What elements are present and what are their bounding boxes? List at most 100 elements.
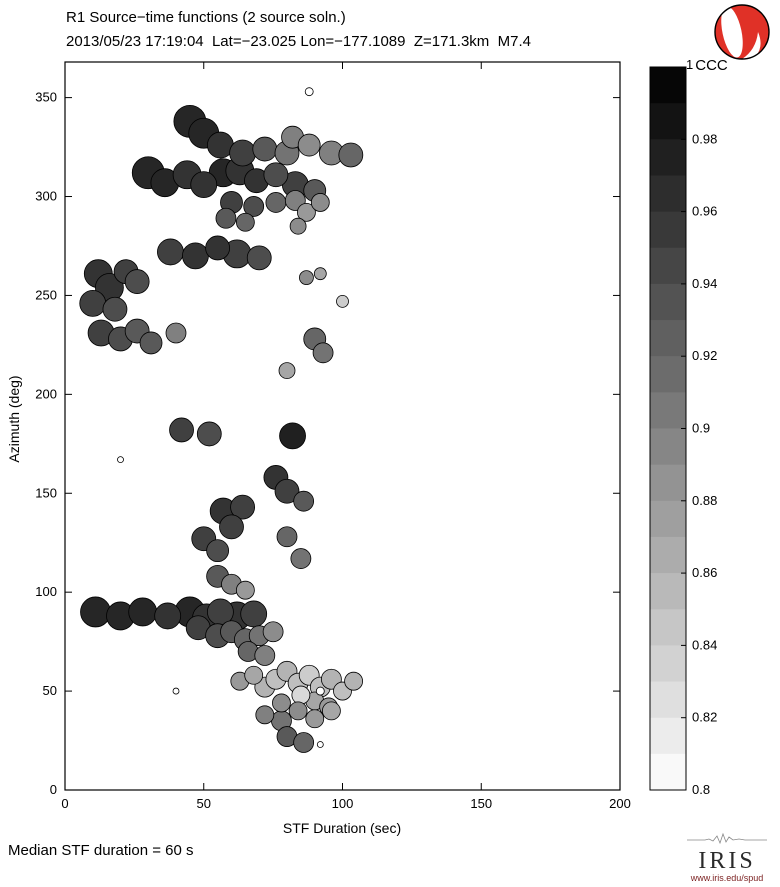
scatter-point [265,192,287,213]
y-tick-label: 100 [35,584,57,599]
scatter-point [172,687,180,695]
colorbar-step [650,717,686,755]
scatter-point [240,600,268,628]
scatter-point [102,296,128,322]
scatter-point [196,421,222,447]
colorbar-step [650,645,686,683]
scatter-point [252,136,278,162]
iris-logo-text: IRIS [698,848,756,874]
median-duration-note: Median STF duration = 60 s [8,842,194,859]
scatter-point [272,693,291,713]
x-tick-label: 50 [197,796,211,811]
colorbar-step [650,500,686,538]
colorbar-step [650,536,686,574]
colorbar-step [650,392,686,430]
colorbar-tick-label: 0.9 [692,421,710,436]
scatter-point [262,621,284,643]
scatter-point [128,597,158,627]
colorbar-step [650,247,686,285]
scatter-point [244,665,264,685]
y-tick-label: 150 [35,485,57,500]
colorbar-step [650,139,686,177]
seismogram-icon [687,832,767,845]
scatter-point [297,202,316,222]
x-tick-label: 150 [470,796,492,811]
colorbar-step [650,283,686,321]
chart-title: R1 Source−time functions (2 source soln.… [66,9,346,26]
scatter-point [321,701,341,721]
chart-subtitle: 2013/05/23 17:19:04 Lat=−23.025 Lon=−177… [66,33,531,50]
scatter-point [312,342,334,364]
colorbar-tick-label: 0.92 [692,348,717,363]
scatter-point [263,162,289,188]
colorbar-step [650,211,686,249]
scatter-point [305,709,325,729]
y-tick-label: 250 [35,287,57,302]
colorbar-tick-label: 0.98 [692,131,717,146]
x-tick-label: 0 [61,796,68,811]
scatter-point [235,580,255,600]
scatter-point [289,217,307,235]
scatter-point [235,212,255,232]
y-tick-label: 50 [43,683,57,698]
colorbar-step [650,428,686,466]
scatter-point [344,671,364,691]
colorbar-header: 1 CCC [686,58,728,73]
scatter-point [206,539,230,563]
y-tick-label: 200 [35,386,57,401]
scatter-point [157,238,184,266]
scatter-point [293,490,315,512]
scatter-point [254,645,276,666]
scatter-point [291,685,311,705]
iris-url: www.iris.edu/spud [690,873,764,883]
scatter-point [243,196,265,217]
scatter-point [310,193,330,212]
y-tick-label: 300 [35,189,57,204]
scatter-point [336,294,349,308]
scatter-point [278,362,296,380]
scatter-point [165,322,187,344]
scatter-point [290,548,312,569]
colorbar-tick-label: 0.84 [692,637,717,652]
colorbar-top-tick: 1 [686,57,694,72]
scatter-point [297,133,321,157]
x-tick-label: 100 [332,796,354,811]
colorbar-title: CCC [695,57,728,74]
scatter-point [246,245,272,271]
scatter-point [169,417,194,443]
scatter-point [338,142,364,168]
colorbar-tick-label: 0.88 [692,493,717,508]
colorbar-step [650,175,686,213]
colorbar-tick-label: 0.96 [692,204,717,219]
scatter-point [190,171,218,199]
scatter-point [117,456,124,464]
scatter-point [205,235,231,261]
scatter-point [79,289,107,317]
colorbar-tick-label: 0.94 [692,276,717,291]
scatter-point [293,732,315,753]
scatter-point [215,207,237,229]
scatter-point [255,705,275,725]
colorbar-step [650,464,686,502]
scatter-point [274,478,300,504]
colorbar-tick-label: 0.82 [692,710,717,725]
colorbar-step [650,67,686,104]
scatter-point [313,267,327,281]
colorbar-step [650,356,686,393]
x-axis-label: STF Duration (sec) [282,820,402,836]
focal-mechanism-icon [714,4,770,60]
colorbar-step [650,103,686,140]
scatter-point [299,270,314,286]
colorbar-step [650,753,686,791]
scatter-point [154,602,182,630]
colorbar-tick-label: 0.86 [692,565,717,580]
scatter-point [219,514,244,540]
scatter-point [80,596,111,628]
scatter-point [276,526,298,548]
scatter-point [315,686,325,696]
colorbar-step [650,320,686,357]
iris-logo: IRIS www.iris.edu/spud [684,831,770,883]
x-tick-label: 200 [609,796,631,811]
